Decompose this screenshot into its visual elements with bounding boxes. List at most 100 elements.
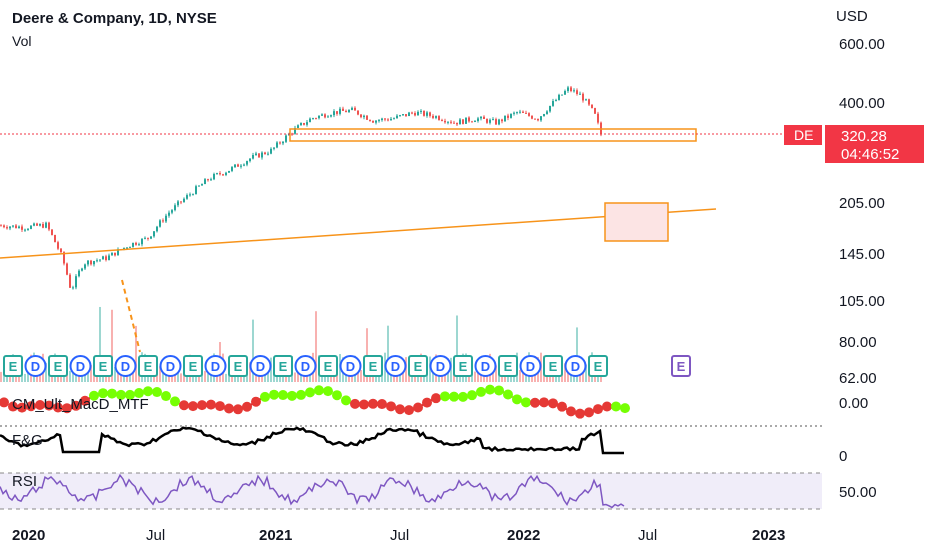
macd-dot <box>224 403 234 414</box>
candle <box>225 171 227 177</box>
candle <box>30 225 32 230</box>
volume-label[interactable]: Vol <box>12 33 32 49</box>
macd-dot <box>440 391 450 402</box>
support-zone-box[interactable] <box>289 128 697 142</box>
candle <box>33 222 35 227</box>
earnings-badge[interactable]: E <box>183 355 203 377</box>
candle <box>270 147 272 155</box>
dividend-badge[interactable]: D <box>249 355 272 377</box>
candle <box>201 183 203 186</box>
macd-dot <box>197 400 207 411</box>
candle <box>228 170 230 173</box>
macd-dot <box>314 385 324 396</box>
earnings-badge[interactable]: E <box>273 355 293 377</box>
candle <box>447 121 449 125</box>
dividend-badge[interactable]: D <box>159 355 182 377</box>
dividend-badge[interactable]: D <box>474 355 497 377</box>
volume-bar <box>474 371 476 382</box>
earnings-badge[interactable]: E <box>228 355 248 377</box>
dividend-badge[interactable]: D <box>294 355 317 377</box>
dividend-badge[interactable]: D <box>384 355 407 377</box>
earnings-badge[interactable]: E <box>138 355 158 377</box>
volume-bar <box>252 319 254 382</box>
macd-dot <box>116 389 126 400</box>
candle <box>6 225 8 230</box>
candle <box>66 262 68 276</box>
candle <box>561 94 563 96</box>
earnings-badge[interactable]: E <box>408 355 428 377</box>
dividend-badge[interactable]: D <box>519 355 542 377</box>
candle <box>165 213 167 223</box>
candle <box>273 147 275 151</box>
volume-bar <box>120 372 122 382</box>
symbol-tag[interactable]: DE 320.28 04:46:52 <box>784 125 924 163</box>
candle <box>441 118 443 122</box>
earnings-badge[interactable]: E <box>671 355 691 377</box>
candle <box>351 106 353 111</box>
dividend-badge[interactable]: D <box>114 355 137 377</box>
macd-dot <box>305 387 315 398</box>
volume-bar <box>492 370 494 382</box>
rsi-pane <box>0 473 625 509</box>
macd-dot <box>539 397 549 408</box>
volume-bar <box>204 370 206 382</box>
trendline[interactable] <box>0 208 717 259</box>
fg-indicator-name[interactable]: F&G <box>12 432 43 449</box>
earnings-badge[interactable]: E <box>588 355 608 377</box>
volume-bar <box>294 372 296 382</box>
chart-title[interactable]: Deere & Company, 1D, NYSE <box>12 10 217 27</box>
candle <box>354 106 356 111</box>
candle <box>276 141 278 149</box>
volume-bar <box>576 327 578 382</box>
macd-dot <box>521 397 531 408</box>
candle <box>573 88 575 93</box>
price-tick: 62.00 <box>839 370 877 387</box>
dividend-badge[interactable]: D <box>429 355 452 377</box>
candle <box>213 172 215 181</box>
volume-bar <box>306 373 308 382</box>
candle <box>387 118 389 122</box>
dividend-badge[interactable]: D <box>69 355 92 377</box>
volume-bar <box>36 372 38 382</box>
earnings-badge[interactable]: E <box>363 355 383 377</box>
macd-indicator-name[interactable]: CM_Ult_MacD_MTF <box>12 396 149 413</box>
candle <box>327 115 329 118</box>
earnings-badge[interactable]: E <box>93 355 113 377</box>
rsi-indicator-name[interactable]: RSI <box>12 473 37 490</box>
fg-pane <box>0 426 624 455</box>
macd-dot <box>386 401 396 412</box>
candle <box>555 98 557 102</box>
badge-letter: D <box>526 359 535 374</box>
candle <box>162 218 164 223</box>
target-zone-box[interactable] <box>604 202 669 242</box>
earnings-badge[interactable]: E <box>3 355 23 377</box>
earnings-badge[interactable]: E <box>453 355 473 377</box>
candle <box>339 106 341 116</box>
dividend-badge[interactable]: D <box>564 355 587 377</box>
candle <box>297 124 299 129</box>
macd-dot <box>395 404 405 415</box>
dividend-badge[interactable]: D <box>204 355 227 377</box>
macd-dot <box>26 401 36 412</box>
earnings-badge[interactable]: E <box>48 355 68 377</box>
candle <box>279 141 281 145</box>
candle <box>366 114 368 121</box>
macd-dot <box>44 400 54 411</box>
macd-dot <box>188 401 198 412</box>
candle <box>468 116 470 123</box>
candle <box>543 113 545 117</box>
earnings-badge[interactable]: E <box>543 355 563 377</box>
candle <box>219 171 221 176</box>
macd-dot <box>431 393 441 404</box>
macd-dot <box>458 391 468 402</box>
badge-letter: E <box>9 359 18 374</box>
earnings-badge[interactable]: E <box>318 355 338 377</box>
candle <box>405 114 407 118</box>
earnings-badge[interactable]: E <box>498 355 518 377</box>
candle <box>150 236 152 240</box>
badge-letter: E <box>504 359 513 374</box>
dividend-badge[interactable]: D <box>339 355 362 377</box>
dividend-badge[interactable]: D <box>24 355 47 377</box>
